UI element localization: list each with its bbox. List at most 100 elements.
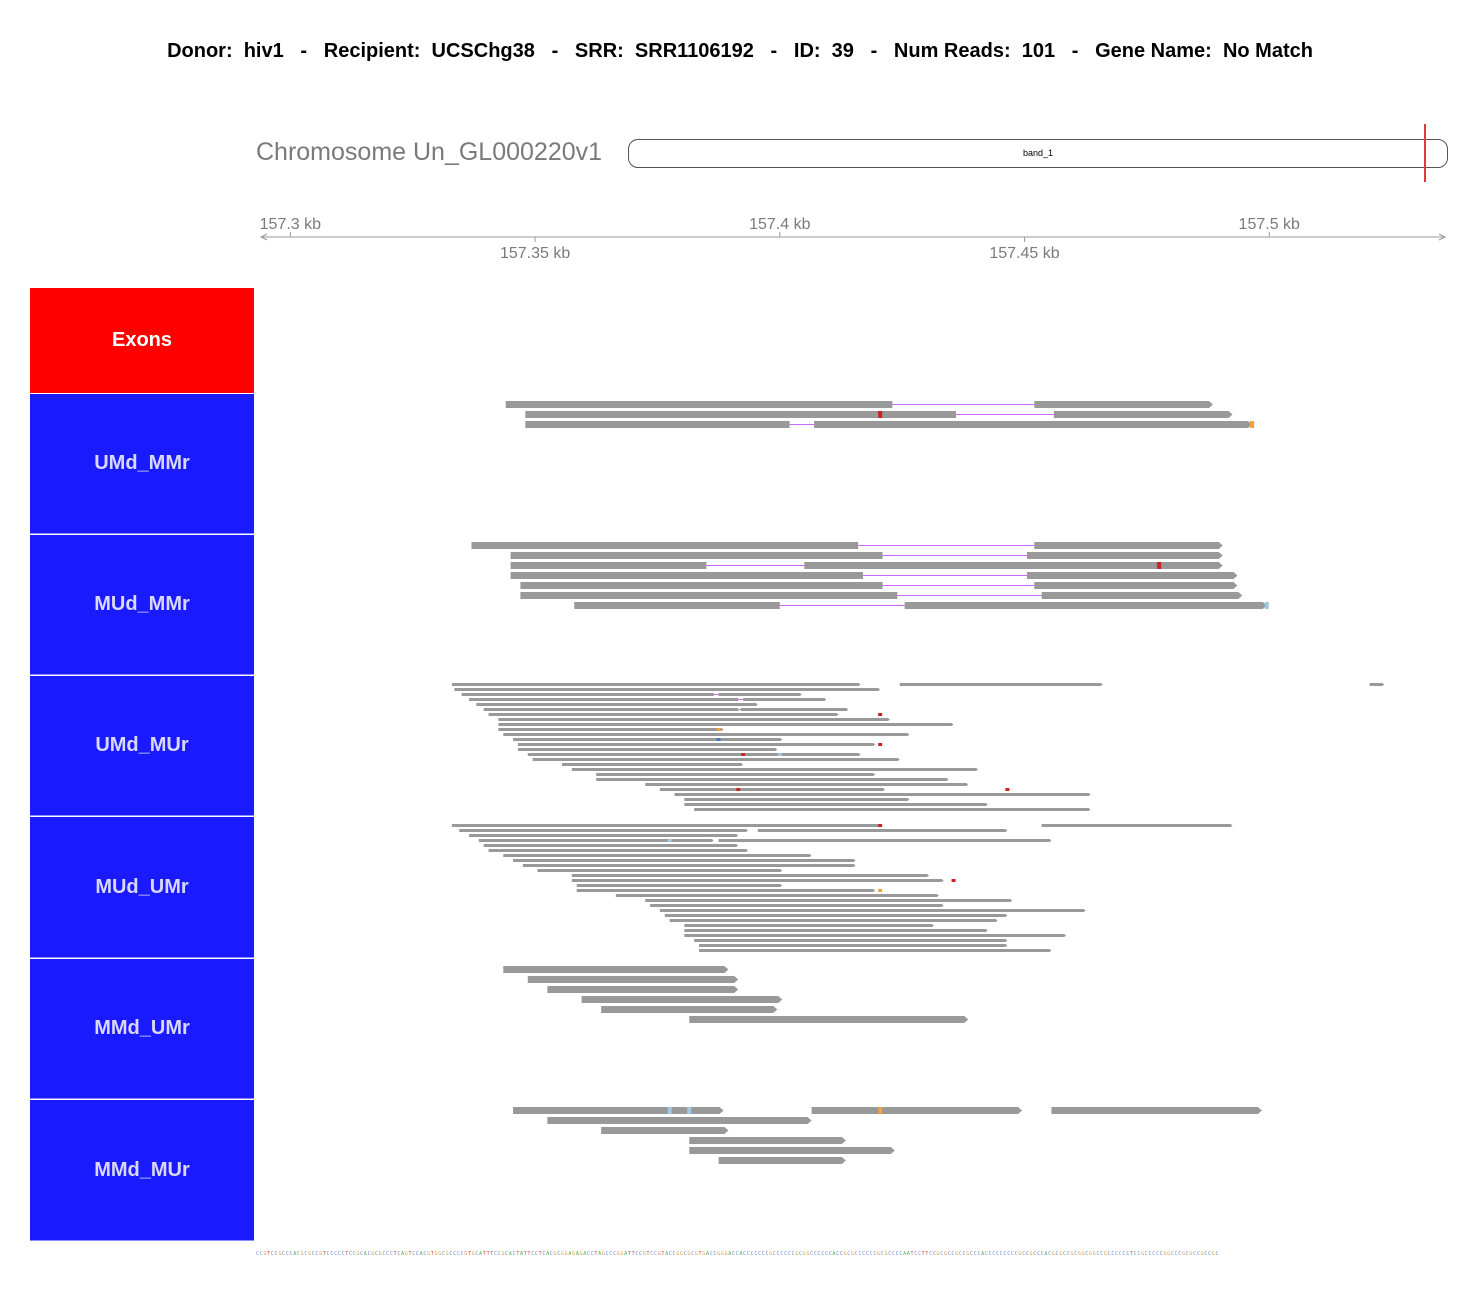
read-segment [650,904,944,907]
read-segment [527,753,861,756]
track-label-text: UMd_MMr [94,452,190,474]
sequence-base: C [1215,1251,1220,1257]
sequence-base: A [728,1251,732,1257]
mismatch-mark [1264,602,1269,609]
read-segment [513,859,856,862]
sequence-base: T [594,1251,599,1257]
sequence-base: C [274,1251,279,1257]
read [532,758,900,761]
sequence-base: C [772,1251,777,1257]
sequence-base: A [903,1251,907,1257]
read [498,723,954,726]
mismatch-mark [878,713,883,716]
sequence-base: T [486,1251,491,1257]
sequence-base: C [453,1251,457,1257]
read [645,783,969,786]
track-label-mud-mmr: MUd_MMr [30,535,254,675]
ruler-left-arrow [259,233,268,241]
sequence-base: G [572,1251,576,1257]
sequence-base: C [1174,1251,1179,1257]
header-key: Gene Name: [1095,40,1223,62]
read-segment [547,1117,812,1124]
sequence-base: A [598,1251,602,1257]
read [694,808,1091,811]
sequence-base: G [434,1251,439,1257]
sequence-base: A [401,1251,405,1257]
sequence-base: C [341,1251,346,1257]
sequence-base: C [854,1251,859,1257]
read [525,411,1233,418]
sequence-base: T [527,1251,532,1257]
read-segment [684,798,910,801]
read-segment [469,834,739,837]
sequence-base: C [386,1251,390,1257]
reference-sequence: CCGTCCGCCCACGCGCCGTCCCCCTCCGCACGCGCCCTCA… [256,1251,1448,1259]
read [664,914,1008,917]
sequence-base: C [780,1251,785,1257]
read-segment [718,1157,846,1164]
read [684,929,988,932]
sequence-base: C [605,1251,610,1257]
sequence-base: C [791,1251,796,1257]
sequence-base: G [579,1251,584,1257]
sequence-base: T [490,1251,494,1257]
sequence-base: G [1200,1251,1205,1257]
sequence-base: T [408,1251,413,1257]
sequence-base: C [765,1251,770,1257]
mismatch-mark [777,753,782,756]
read-segment [513,738,783,741]
read-segment [520,582,883,589]
sequence-base: T [267,1251,271,1257]
sequence-base: C [914,1251,918,1257]
track-label-umd-mur: UMd_MUr [30,676,254,816]
sequence-base: G [1092,1251,1097,1257]
sequence-base: C [735,1251,740,1257]
read [451,824,883,827]
sequence-base: C [1170,1251,1175,1257]
read-segment [483,844,739,847]
read [527,976,739,983]
sequence-base: C [382,1251,387,1257]
sequence-base: C [1048,1251,1052,1257]
sequence-base: C [1040,1251,1045,1257]
sequence-base: C [1107,1251,1112,1257]
sequence-base: G [795,1251,799,1257]
read [576,884,783,887]
read [645,899,1013,902]
header-value: hiv1 [243,40,284,62]
read-segment [674,793,1091,796]
sequence-base: A [1044,1251,1049,1257]
read [615,894,939,897]
sequence-base: G [1018,1251,1023,1257]
ruler-tick-label: 157.4 kb [749,216,810,233]
read-segment [488,849,748,852]
read-segment [1051,1107,1262,1114]
sequence-base: C [977,1251,982,1257]
sequence-base: G [943,1251,948,1257]
read [899,683,1103,686]
read-segment [527,976,739,983]
sequence-base: C [639,1251,643,1257]
sequence-base: G [378,1251,383,1257]
sequence-base: C [412,1251,416,1257]
sequence-base: C [683,1251,688,1257]
sequence-base: C [891,1251,896,1257]
sequence-base: G [806,1251,811,1257]
sequence-base: G [720,1251,725,1257]
sequence-base: T [467,1251,472,1257]
sequence-base: A [546,1251,550,1257]
sequence-base: A [981,1251,985,1257]
track-label-text: UMd_MUr [95,734,189,756]
read [469,698,827,701]
sequence-base: C [512,1251,517,1257]
read-segment [510,572,864,579]
read-segment [517,743,876,746]
read [699,944,1008,947]
read-segment [510,562,707,569]
read-segment [498,723,954,726]
sequence-base: C [360,1251,364,1257]
mismatch-mark [716,728,721,731]
ruler-tick-label: 157.45 kb [989,245,1059,262]
sequence-base: C [1118,1251,1123,1257]
sequence-base: C [304,1251,309,1257]
